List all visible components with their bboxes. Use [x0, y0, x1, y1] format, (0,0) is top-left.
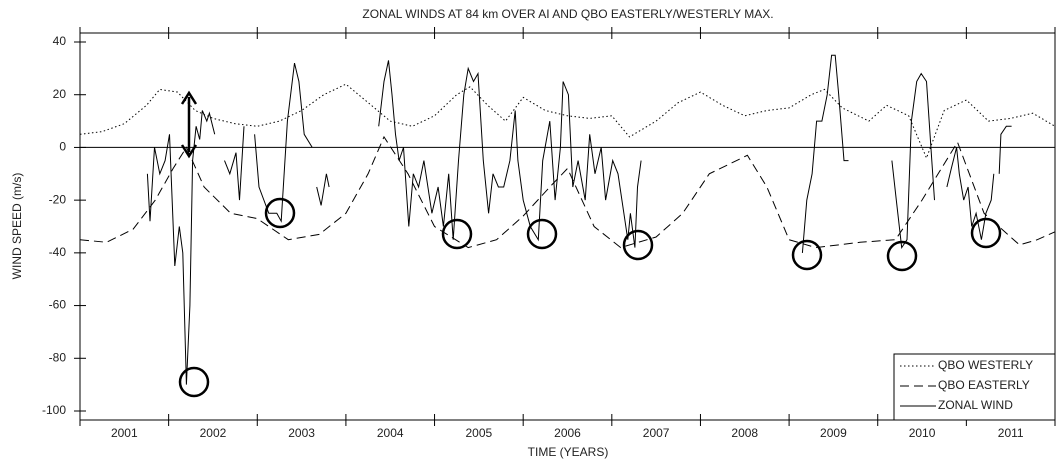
circle-marker [622, 229, 654, 261]
circle-marker [970, 217, 1002, 249]
x-tick-label: 2008 [731, 426, 758, 440]
series-line [146, 54, 1012, 385]
y-tick-label: 40 [53, 34, 67, 48]
x-tick-label: 2003 [288, 426, 315, 440]
x-axis-label: TIME (YEARS) [528, 445, 609, 459]
circle-marker [886, 240, 918, 272]
x-tick-label: 2004 [377, 426, 404, 440]
series-line [79, 83, 1056, 160]
legend-label: QBO EASTERLY [938, 378, 1030, 392]
circle-marker [791, 239, 823, 271]
y-tick-label: -40 [49, 245, 67, 259]
legend-box [893, 353, 1056, 421]
x-tick-label: 2009 [820, 426, 847, 440]
plot-frame [79, 32, 1056, 421]
circle-marker [264, 197, 296, 229]
circle-marker [526, 218, 558, 250]
y-tick-label: -60 [49, 298, 67, 312]
y-axis-label: WIND SPEED (m/s) [10, 173, 24, 280]
circle-marker [441, 218, 473, 250]
x-tick-label: 2011 [998, 426, 1024, 440]
y-tick-label: -100 [42, 403, 66, 417]
x-tick-label: 2007 [643, 426, 670, 440]
x-tick-label: 2005 [466, 426, 493, 440]
x-tick-label: 2001 [111, 426, 138, 440]
y-tick-label: -80 [49, 350, 67, 364]
legend-label: ZONAL WIND [938, 398, 1013, 412]
y-tick-label: -20 [49, 192, 67, 206]
x-tick-label: 2010 [909, 426, 936, 440]
x-tick-label: 2006 [554, 426, 581, 440]
y-tick-label: 0 [59, 140, 66, 154]
circle-marker [178, 366, 210, 398]
legend-label: QBO WESTERLY [938, 358, 1033, 372]
x-tick-label: 2002 [200, 426, 227, 440]
series-line [79, 135, 1056, 249]
chart-title: ZONAL WINDS AT 84 km OVER AI AND QBO EAS… [362, 7, 773, 21]
y-tick-label: 20 [53, 87, 67, 101]
